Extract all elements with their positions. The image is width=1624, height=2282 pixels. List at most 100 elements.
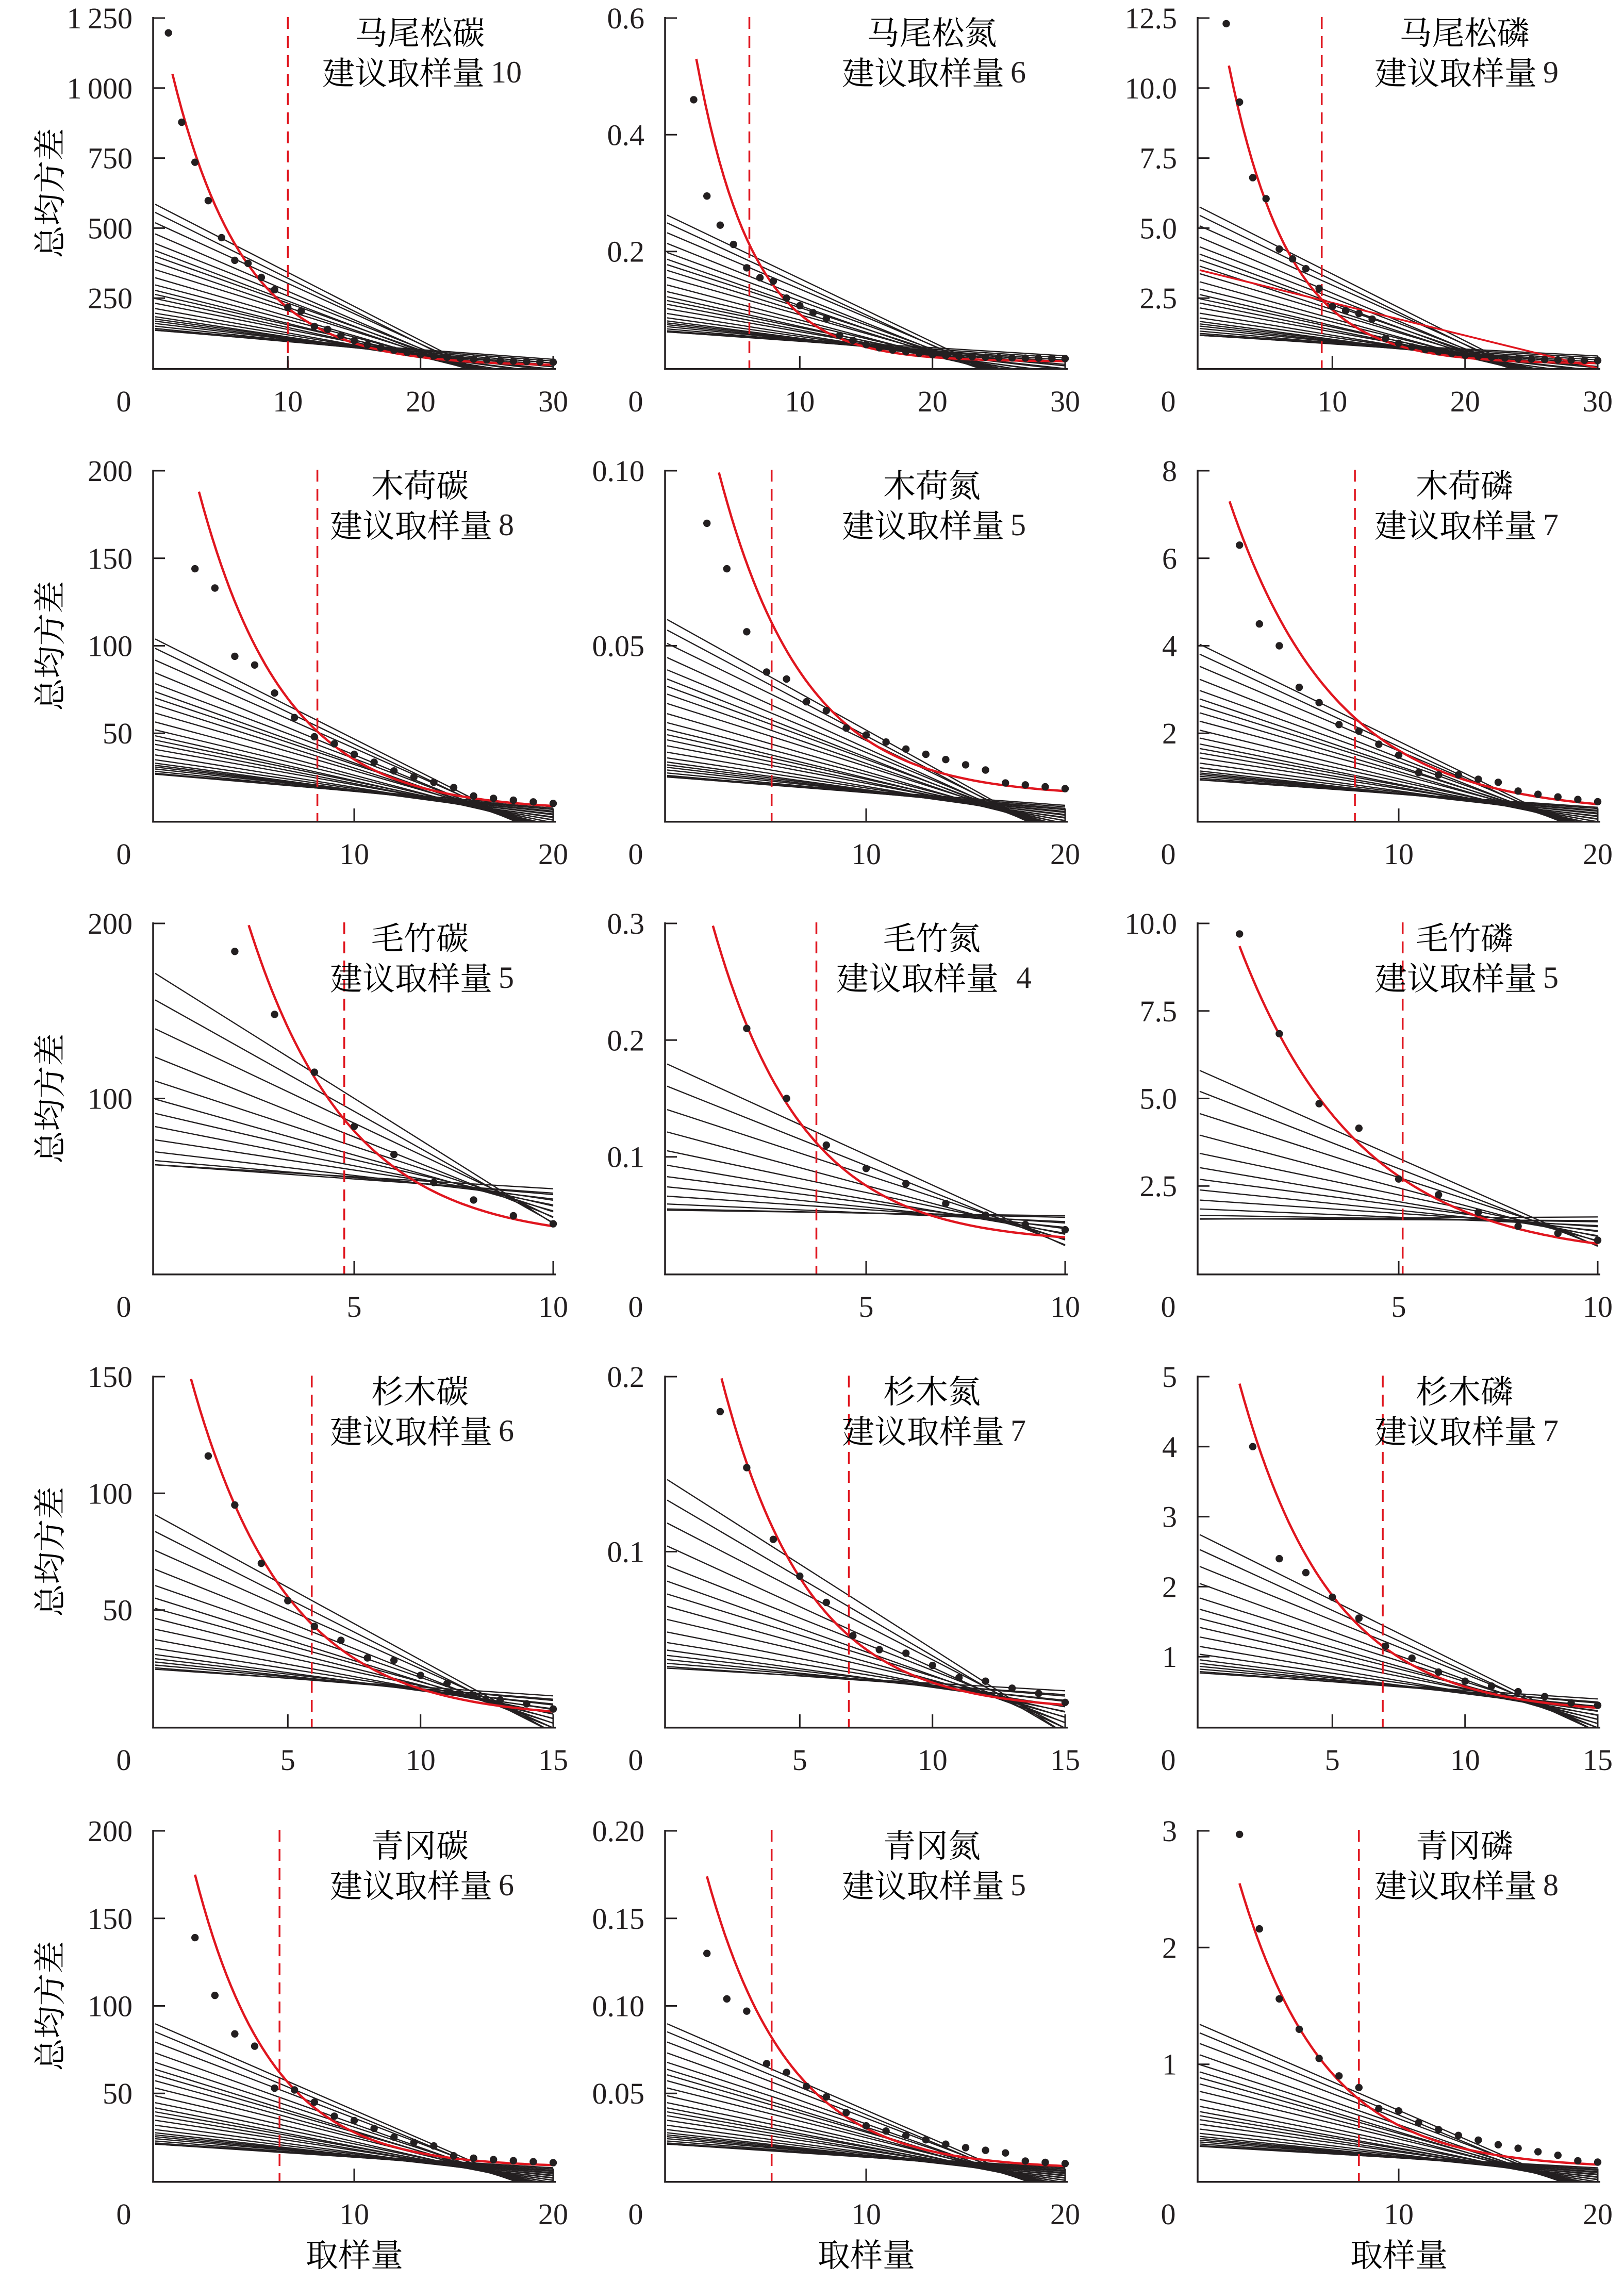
svg-text:10: 10 — [339, 837, 369, 871]
svg-text:0: 0 — [117, 1743, 131, 1777]
svg-text:6: 6 — [1010, 55, 1026, 89]
svg-text:5: 5 — [347, 1290, 362, 1324]
svg-text:0.2: 0.2 — [607, 1360, 645, 1394]
svg-text:0: 0 — [117, 2197, 131, 2231]
svg-text:5: 5 — [1010, 508, 1026, 542]
svg-text:10: 10 — [406, 1743, 436, 1777]
svg-text:10: 10 — [339, 2197, 369, 2231]
svg-text:0.2: 0.2 — [607, 235, 645, 269]
svg-text:30: 30 — [538, 385, 568, 418]
svg-text:1 000: 1 000 — [67, 72, 132, 105]
svg-text:5.0: 5.0 — [1140, 1082, 1178, 1116]
svg-text:10: 10 — [1384, 837, 1414, 871]
svg-text:9: 9 — [1543, 55, 1559, 89]
svg-text:50: 50 — [103, 2077, 132, 2110]
svg-text:5: 5 — [1543, 961, 1559, 995]
svg-text:7: 7 — [1543, 1414, 1559, 1448]
svg-text:10.0: 10.0 — [1125, 907, 1178, 940]
svg-text:0.05: 0.05 — [592, 630, 645, 663]
svg-text:5: 5 — [1010, 1868, 1026, 1902]
svg-text:100: 100 — [88, 1082, 132, 1116]
svg-text:0: 0 — [628, 2197, 643, 2231]
svg-text:30: 30 — [1050, 385, 1080, 418]
svg-text:15: 15 — [538, 1743, 568, 1777]
svg-text:0.1: 0.1 — [607, 1535, 645, 1569]
svg-text:2.5: 2.5 — [1140, 1169, 1178, 1203]
svg-text:4: 4 — [1162, 630, 1177, 663]
svg-text:0.20: 0.20 — [592, 1814, 645, 1848]
svg-text:0.1: 0.1 — [607, 1140, 645, 1174]
svg-text:1: 1 — [1162, 2048, 1177, 2081]
svg-text:0: 0 — [628, 837, 643, 871]
svg-text:10: 10 — [1050, 1290, 1080, 1324]
svg-text:2: 2 — [1162, 1570, 1177, 1603]
svg-text:0: 0 — [1161, 2197, 1176, 2231]
svg-text:2: 2 — [1162, 717, 1177, 750]
svg-text:20: 20 — [1583, 2197, 1613, 2231]
svg-text:6: 6 — [1162, 542, 1177, 575]
svg-text:10.0: 10.0 — [1125, 72, 1178, 105]
svg-text:7.5: 7.5 — [1140, 995, 1178, 1028]
svg-text:500: 500 — [88, 211, 132, 245]
svg-text:200: 200 — [88, 1814, 132, 1848]
svg-text:200: 200 — [88, 454, 132, 488]
svg-text:20: 20 — [1050, 2197, 1080, 2231]
svg-text:1 250: 1 250 — [67, 2, 132, 35]
svg-text:0.6: 0.6 — [607, 2, 645, 35]
svg-text:15: 15 — [1583, 1743, 1613, 1777]
svg-text:5: 5 — [792, 1743, 807, 1777]
svg-text:0: 0 — [117, 385, 131, 418]
svg-text:20: 20 — [538, 837, 568, 871]
svg-text:7: 7 — [1543, 508, 1559, 542]
svg-text:6: 6 — [499, 1868, 514, 1902]
svg-text:0: 0 — [628, 385, 643, 418]
svg-text:0.15: 0.15 — [592, 1902, 645, 1936]
svg-text:100: 100 — [88, 1990, 132, 2023]
svg-text:0.05: 0.05 — [592, 2077, 645, 2110]
svg-text:4: 4 — [1162, 1430, 1177, 1464]
svg-text:20: 20 — [918, 385, 948, 418]
svg-text:20: 20 — [1450, 385, 1480, 418]
svg-text:10: 10 — [1450, 1743, 1480, 1777]
svg-text:5.0: 5.0 — [1140, 211, 1178, 245]
svg-text:20: 20 — [538, 2197, 568, 2231]
svg-text:3: 3 — [1162, 1814, 1177, 1848]
svg-text:0.4: 0.4 — [607, 118, 645, 152]
svg-text:10: 10 — [785, 385, 815, 418]
svg-text:50: 50 — [103, 717, 132, 750]
svg-text:7: 7 — [1010, 1414, 1026, 1448]
svg-text:20: 20 — [406, 385, 436, 418]
svg-text:50: 50 — [103, 1594, 132, 1627]
svg-text:10: 10 — [273, 385, 303, 418]
svg-text:0.10: 0.10 — [592, 454, 645, 488]
svg-text:10: 10 — [918, 1743, 948, 1777]
svg-text:0: 0 — [1161, 1743, 1176, 1777]
svg-text:150: 150 — [88, 1360, 132, 1394]
svg-text:0: 0 — [628, 1290, 643, 1324]
svg-text:5: 5 — [280, 1743, 295, 1777]
svg-text:8: 8 — [1162, 454, 1177, 488]
svg-text:0: 0 — [117, 1290, 131, 1324]
svg-text:6: 6 — [499, 1414, 514, 1448]
svg-text:8: 8 — [1543, 1868, 1559, 1902]
svg-text:0: 0 — [1161, 1290, 1176, 1324]
svg-text:0: 0 — [117, 837, 131, 871]
svg-text:2: 2 — [1162, 1931, 1177, 1964]
svg-text:20: 20 — [1583, 837, 1613, 871]
svg-text:0.3: 0.3 — [607, 907, 645, 940]
svg-text:1: 1 — [1162, 1640, 1177, 1674]
svg-text:10: 10 — [851, 837, 881, 871]
svg-text:5: 5 — [1162, 1360, 1177, 1394]
svg-text:0: 0 — [1161, 837, 1176, 871]
svg-text:10: 10 — [851, 2197, 881, 2231]
svg-text:30: 30 — [1583, 385, 1613, 418]
svg-text:5: 5 — [859, 1290, 874, 1324]
svg-text:20: 20 — [1050, 837, 1080, 871]
svg-text:10: 10 — [491, 55, 522, 89]
svg-text:12.5: 12.5 — [1125, 2, 1178, 35]
svg-text:10: 10 — [1317, 385, 1347, 418]
svg-text:5: 5 — [1391, 1290, 1406, 1324]
svg-text:250: 250 — [88, 282, 132, 315]
svg-text:15: 15 — [1050, 1743, 1080, 1777]
svg-text:3: 3 — [1162, 1500, 1177, 1534]
